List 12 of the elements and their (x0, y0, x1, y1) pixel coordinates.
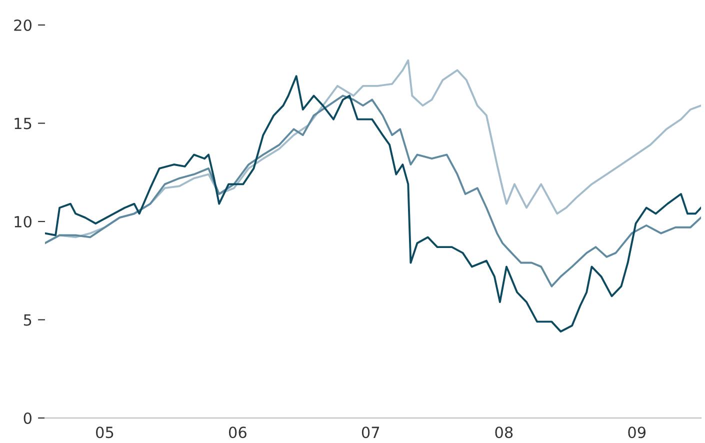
y-tick-label: 5 (24, 314, 32, 326)
y-tick-label: 10 (14, 216, 32, 228)
line-series (45, 75, 701, 333)
y-tick-label: 0 (24, 412, 32, 424)
y-tick-label: 20 (14, 19, 32, 32)
x-tick-label: 07 (362, 426, 380, 438)
x-tick-label: 06 (228, 426, 246, 438)
x-tick-label: 05 (96, 426, 114, 438)
x-tick-label: 09 (628, 426, 646, 438)
line-series (45, 94, 701, 288)
x-tick-label: 08 (495, 426, 513, 438)
y-tick-label: 15 (14, 118, 32, 130)
